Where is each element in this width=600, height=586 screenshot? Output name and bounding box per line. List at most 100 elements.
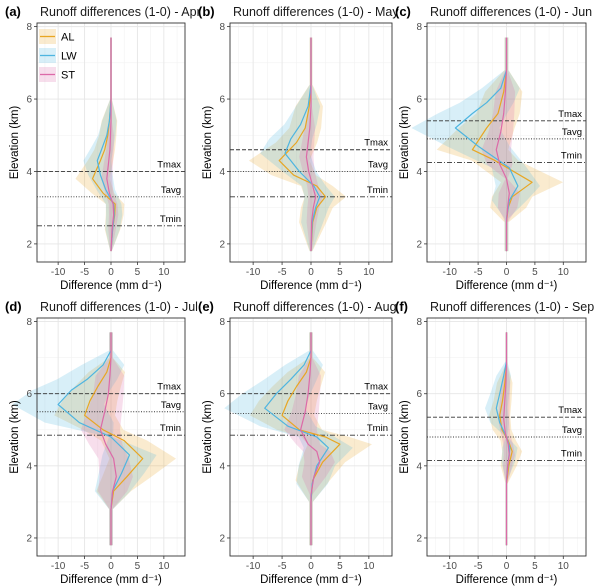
- x-axis-title: Difference (mm d⁻¹): [456, 574, 558, 586]
- x-tick-label: 10: [158, 561, 170, 572]
- y-tick-label: 8: [219, 317, 225, 328]
- x-tick-label: -5: [278, 561, 287, 572]
- x-tick-label: 5: [135, 267, 141, 278]
- y-tick-label: 8: [26, 317, 32, 328]
- y-axis-title: Elevation (km): [202, 400, 214, 474]
- x-tick-label: 5: [532, 267, 538, 278]
- panel-title: Runoff differences (1-0) - Jun: [430, 5, 592, 19]
- ref-label-tmin: Tmin: [160, 214, 181, 225]
- x-tick-label: -5: [80, 267, 89, 278]
- y-tick-label: 6: [26, 95, 32, 106]
- ribbon-ST: [299, 37, 323, 252]
- series-line-ST: [305, 37, 317, 252]
- x-axis-title: Difference (mm d⁻¹): [60, 574, 162, 586]
- ribbon-LW: [485, 332, 518, 546]
- x-tick-label: -10: [442, 267, 457, 278]
- ref-label-tmin: Tmin: [160, 423, 181, 434]
- legend-label-LW: LW: [61, 51, 77, 63]
- x-tick-label: -5: [80, 561, 89, 572]
- series-line-ST: [300, 332, 321, 546]
- panel-label: (d): [5, 299, 22, 314]
- series-line-LW: [284, 37, 321, 252]
- y-tick-label: 4: [219, 461, 225, 472]
- y-tick-label: 4: [26, 167, 32, 178]
- legend-label-ST: ST: [61, 70, 75, 82]
- ribbon-AL: [54, 332, 177, 546]
- x-tick-label: 0: [308, 561, 314, 572]
- y-tick-label: 2: [416, 239, 422, 250]
- panel-b: Tmax Tavg Tmin -10 -5 0 5 10 2 4 6 8 Difference (mm …: [198, 4, 399, 292]
- ref-label-tmin: Tmin: [561, 150, 582, 161]
- x-tick-label: 10: [363, 267, 375, 278]
- series-line-ST: [503, 332, 510, 546]
- panel-title: Runoff differences (1-0) - Aug: [233, 300, 397, 314]
- panel-title: Runoff differences (1-0) - Jul: [40, 300, 198, 314]
- x-axis-title: Difference (mm d⁻¹): [260, 280, 362, 292]
- panel-title: Runoff differences (1-0) - Apr: [40, 5, 201, 19]
- series-line-ST: [495, 37, 510, 252]
- ribbon-LW: [260, 37, 335, 252]
- y-tick-label: 4: [219, 167, 225, 178]
- ref-label-tmin: Tmin: [561, 448, 582, 459]
- y-axis-title: Elevation (km): [399, 106, 411, 180]
- y-tick-label: 8: [416, 22, 422, 33]
- y-axis-title: Elevation (km): [9, 106, 21, 180]
- panel-a: Tmax Tavg Tmin -10 -5 0 5 10 2 4 6 8 Difference (mm …: [5, 4, 201, 292]
- ribbon-AL: [75, 37, 125, 252]
- series-line-AL: [499, 332, 513, 546]
- panel-label: (c): [395, 4, 411, 19]
- ribbon-AL: [250, 332, 372, 546]
- x-tick-label: 5: [135, 561, 141, 572]
- panel-label: (f): [395, 299, 408, 314]
- y-tick-label: 8: [219, 22, 225, 33]
- ribbon-ST: [80, 332, 133, 546]
- y-axis-title: Elevation (km): [399, 400, 411, 474]
- x-tick-label: 5: [337, 267, 343, 278]
- ref-label-tavg: Tavg: [562, 425, 582, 436]
- x-tick-label: -10: [246, 267, 261, 278]
- y-tick-label: 2: [219, 533, 225, 544]
- x-tick-label: 0: [108, 561, 114, 572]
- y-tick-label: 2: [416, 533, 422, 544]
- x-tick-label: -5: [474, 561, 483, 572]
- x-tick-label: 10: [158, 267, 170, 278]
- ref-label-tmax: Tmax: [558, 405, 582, 416]
- y-tick-label: 6: [219, 95, 225, 106]
- y-tick-label: 8: [416, 317, 422, 328]
- x-tick-label: 0: [108, 267, 114, 278]
- ref-label-tavg: Tavg: [368, 159, 388, 170]
- x-axis-title: Difference (mm d⁻¹): [260, 574, 362, 586]
- series-line-ST: [99, 332, 117, 546]
- ribbon-LW: [12, 332, 157, 546]
- y-axis-title: Elevation (km): [202, 106, 214, 180]
- legend-label-AL: AL: [61, 32, 74, 44]
- y-tick-label: 6: [416, 95, 422, 106]
- panel-f: Tmax Tavg Tmin -10 -5 0 5 10 2 4 6 8 Difference (mm …: [395, 299, 594, 586]
- y-tick-label: 6: [26, 389, 32, 400]
- series-line-ST: [106, 37, 115, 252]
- y-tick-label: 4: [26, 461, 32, 472]
- y-tick-label: 4: [416, 461, 422, 472]
- series-line-LW: [454, 37, 519, 252]
- x-tick-label: 5: [532, 561, 538, 572]
- ref-label-tmax: Tmax: [157, 159, 181, 170]
- panel-label: (a): [5, 4, 21, 19]
- ref-label-tavg: Tavg: [368, 402, 388, 413]
- ref-label-tmin: Tmin: [367, 185, 388, 196]
- ribbon-AL: [436, 37, 564, 252]
- y-tick-label: 2: [26, 239, 32, 250]
- x-tick-label: 10: [363, 561, 375, 572]
- panel-label: (e): [198, 299, 214, 314]
- x-tick-label: -10: [442, 561, 457, 572]
- ref-label-tavg: Tavg: [562, 127, 582, 138]
- x-tick-label: 5: [337, 561, 343, 572]
- y-tick-label: 6: [416, 389, 422, 400]
- x-axis-title: Difference (mm d⁻¹): [456, 280, 558, 292]
- x-tick-label: 0: [308, 267, 314, 278]
- ref-label-tmax: Tmax: [364, 382, 388, 393]
- x-tick-label: 10: [558, 267, 570, 278]
- series-line-AL: [278, 37, 327, 252]
- ref-label-tmax: Tmax: [558, 109, 582, 120]
- panel-label: (b): [198, 4, 215, 19]
- panel-title: Runoff differences (1-0) - May: [233, 5, 399, 19]
